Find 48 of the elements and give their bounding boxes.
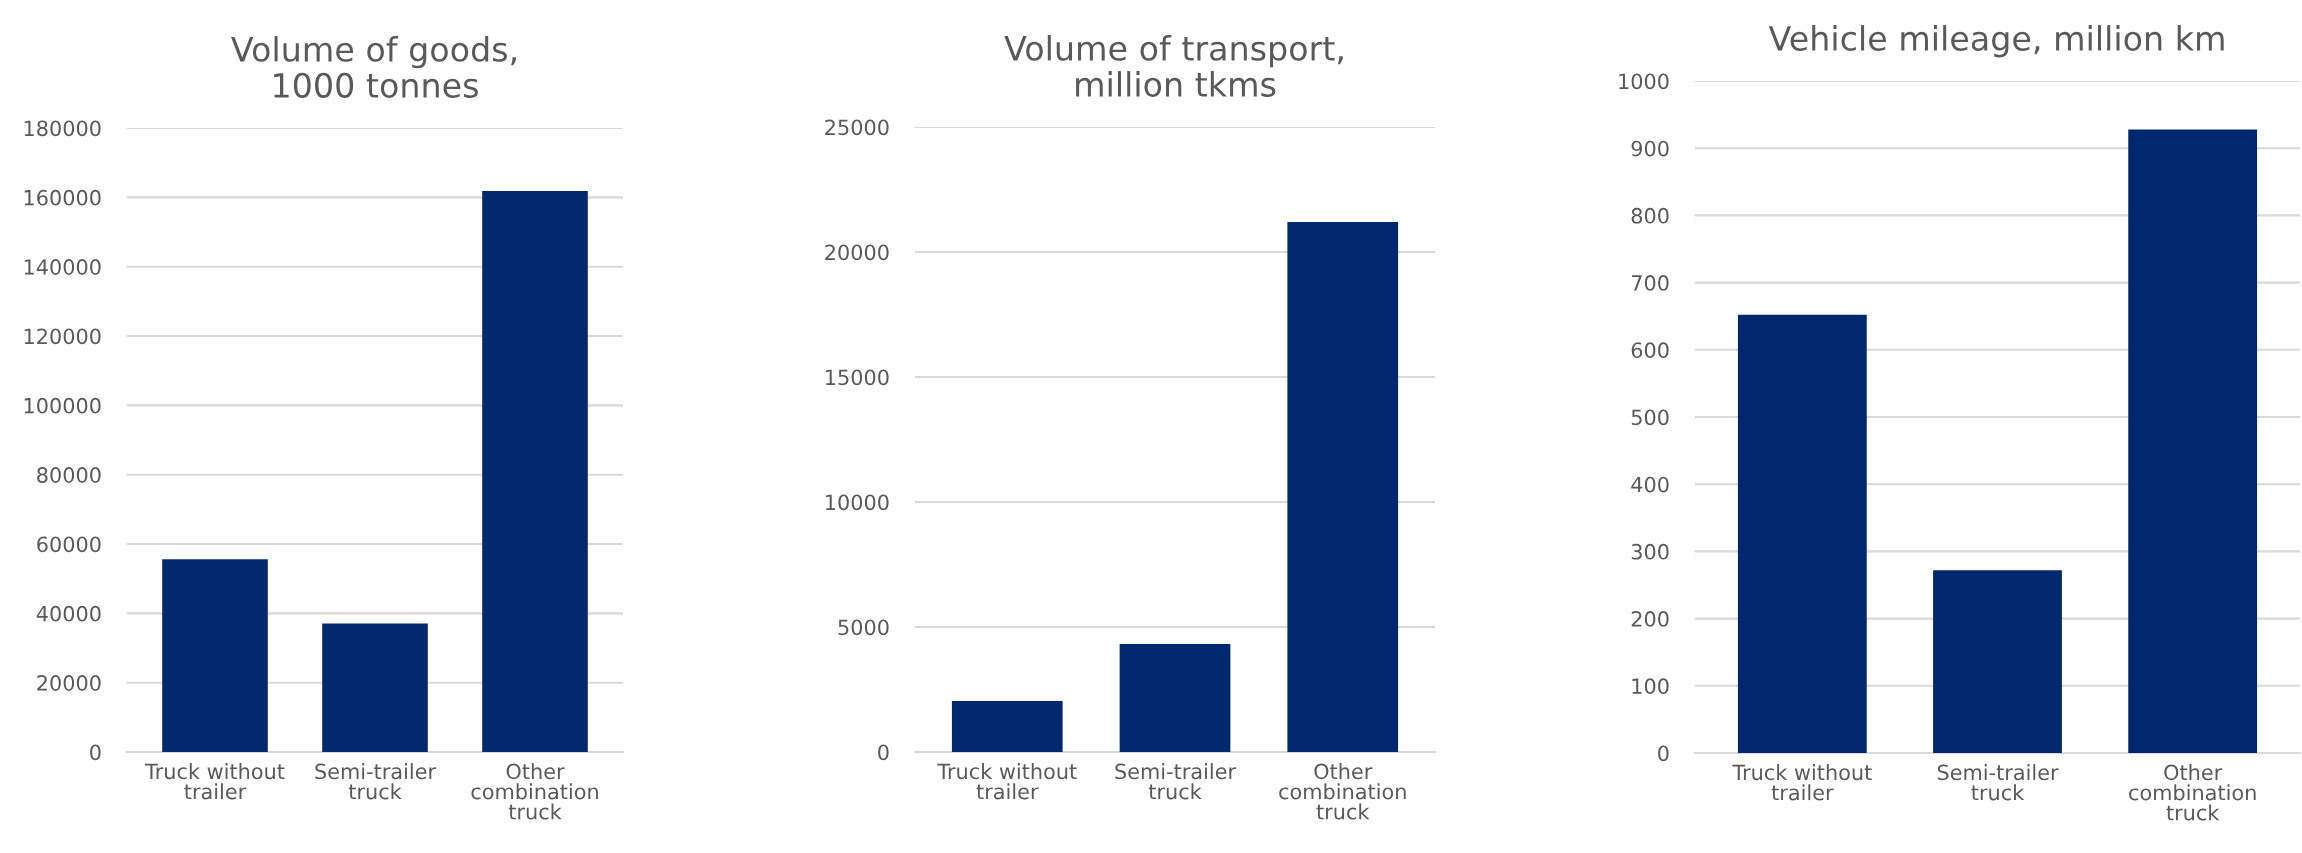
y-tick-label: 80000 — [37, 467, 101, 483]
bar — [1119, 644, 1231, 752]
bar — [322, 623, 428, 752]
y-tick-label: 200 — [1631, 611, 1669, 627]
x-tick-label: Semi-trailer truck — [315, 763, 437, 800]
y-tick-label: 1000 — [1619, 73, 1669, 90]
chart-title: Volume of goods, 1000 tonnes — [231, 36, 516, 98]
bar — [1933, 570, 2062, 753]
x-tick-label: Semi-trailer truck — [1937, 764, 2059, 801]
bar — [482, 191, 588, 752]
y-tick-label: 500 — [1631, 409, 1669, 426]
x-tick-label: Truck without trailer — [1732, 764, 1872, 801]
y-tick-label: 20000 — [37, 675, 101, 691]
y-tick-label: 180000 — [24, 120, 101, 137]
x-tick-label: Other combination truck — [471, 763, 598, 820]
y-tick-label: 25000 — [825, 119, 889, 136]
y-tick-label: 10000 — [826, 494, 889, 511]
y-tick-label: 15000 — [826, 369, 889, 386]
y-tick-label: 600 — [1631, 342, 1669, 359]
y-tick-label: 100000 — [24, 397, 101, 414]
y-tick-label: 0 — [1658, 745, 1669, 762]
y-tick-label: 0 — [90, 744, 101, 761]
y-tick-label: 120000 — [24, 328, 101, 345]
x-tick-label: Other combination truck — [2129, 764, 2256, 821]
y-tick-label: 160000 — [24, 189, 101, 206]
bar — [1287, 222, 1399, 752]
y-tick-label: 700 — [1631, 275, 1669, 291]
y-tick-label: 100 — [1632, 678, 1669, 695]
y-tick-label: 300 — [1631, 543, 1669, 560]
x-tick-label: Truck without trailer — [937, 763, 1077, 800]
bar — [1737, 314, 1867, 753]
bar — [2128, 129, 2258, 753]
chart-title: Vehicle mileage, million km — [1768, 25, 2224, 58]
y-tick-label: 20000 — [825, 244, 889, 261]
y-tick-label: 40000 — [36, 605, 101, 622]
bar — [162, 559, 268, 752]
y-tick-label: 140000 — [24, 259, 101, 275]
x-tick-label: Other combination truck — [1279, 763, 1406, 820]
y-tick-label: 400 — [1631, 476, 1669, 493]
y-tick-label: 60000 — [37, 536, 101, 553]
chart-title: Volume of transport, million tkms — [1004, 35, 1343, 97]
bar — [951, 701, 1063, 752]
x-tick-label: Truck without trailer — [145, 763, 285, 800]
y-tick-label: 900 — [1631, 140, 1669, 157]
x-tick-label: Semi-trailer truck — [1115, 763, 1237, 800]
y-tick-label: 800 — [1631, 207, 1669, 224]
y-tick-label: 5000 — [838, 619, 889, 636]
y-tick-label: 0 — [878, 744, 889, 761]
